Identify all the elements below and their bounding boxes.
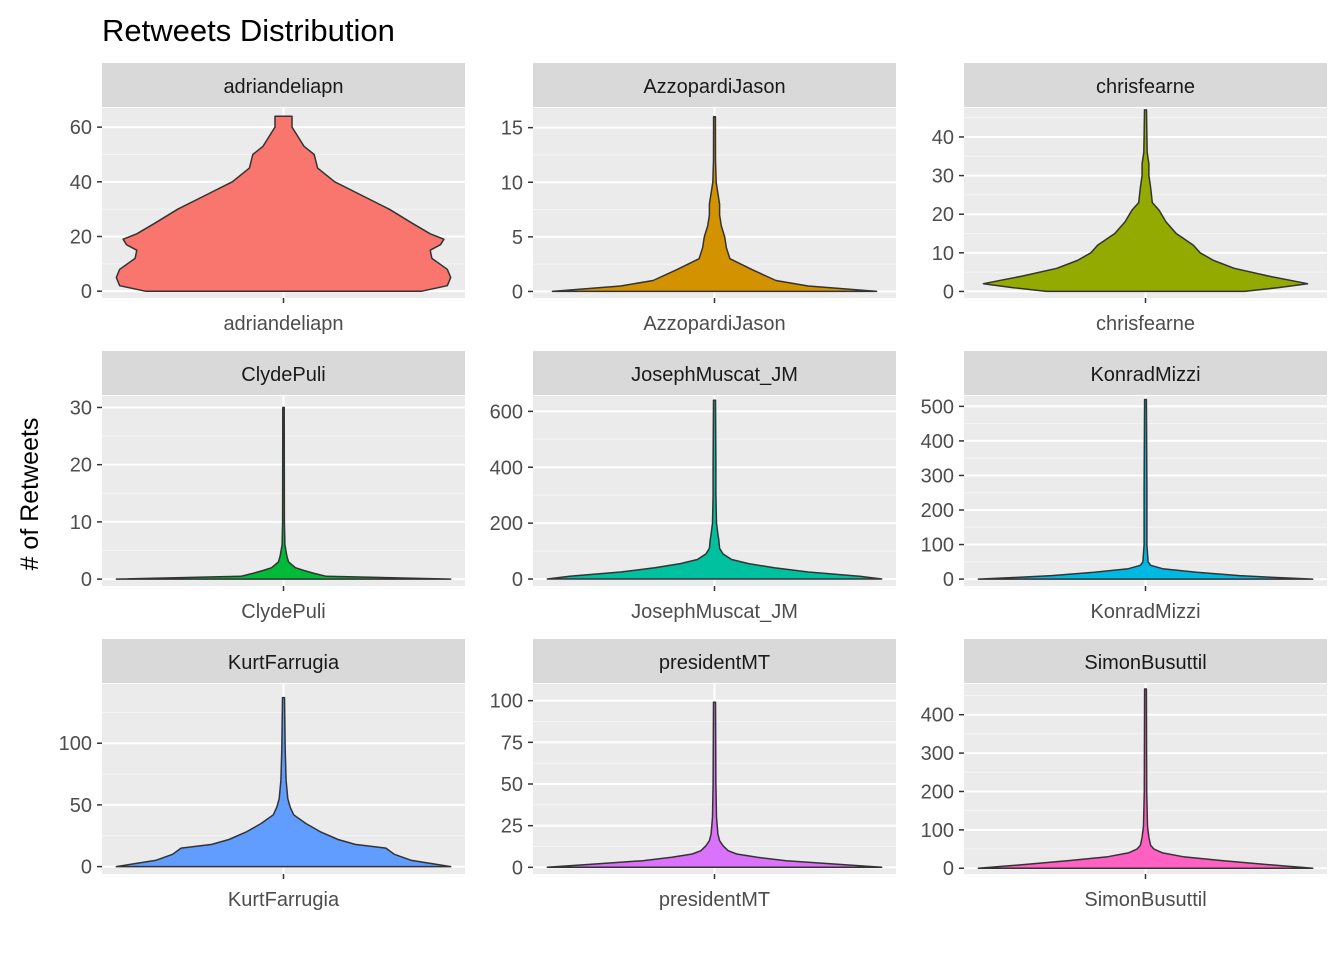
y-tick-label: 10 (501, 172, 523, 194)
x-tick-label: AzzopardiJason (643, 313, 785, 335)
y-tick-label: 600 (490, 401, 523, 423)
x-tick-label: KonradMizzi (1090, 601, 1200, 623)
y-tick-label: 300 (921, 465, 954, 487)
strip-label: chrisfearne (1096, 76, 1195, 98)
y-tick-label: 20 (932, 204, 954, 226)
strip-label: SimonBusuttil (1084, 652, 1206, 674)
strip-label: presidentMT (659, 652, 770, 674)
violin-presidentMT (546, 701, 883, 869)
y-tick-label: 100 (490, 691, 523, 713)
y-tick-label: 400 (921, 705, 954, 727)
x-tick-label: adriandeliapn (223, 313, 343, 335)
y-tick-label: 0 (81, 857, 92, 879)
facet-panel-presidentMT: presidentMT 0 25 50 75 100 presidentMT (490, 639, 896, 911)
y-tick-label: 30 (70, 397, 92, 419)
strip-label: ClydePuli (241, 364, 325, 386)
y-tick-label: 50 (501, 774, 523, 796)
strip-background (533, 639, 896, 683)
y-tick-label: 10 (70, 512, 92, 534)
y-tick-label: 0 (943, 858, 954, 880)
facet-panel-chrisfearne: chrisfearne 0 10 20 30 40 chrisfearne (932, 63, 1327, 335)
strip-background (533, 351, 896, 395)
y-tick-label: 100 (59, 733, 92, 755)
violin-KurtFarrugia (115, 696, 452, 868)
y-tick-label: 10 (932, 243, 954, 265)
y-tick-label: 20 (70, 455, 92, 477)
y-tick-label: 0 (512, 857, 523, 879)
y-tick-label: 0 (943, 569, 954, 591)
facet-panel-ClydePuli: ClydePuli 0 10 20 30 ClydePuli (70, 351, 465, 623)
facet-panel-SimonBusuttil: SimonBusuttil 0 100 200 300 400 SimonBusuttil (921, 639, 1327, 911)
y-tick-label: 20 (70, 226, 92, 248)
violin-SimonBusuttil (977, 688, 1314, 869)
y-tick-label: 30 (932, 166, 954, 188)
y-tick-label: 0 (512, 569, 523, 591)
strip-background (964, 351, 1327, 395)
violin-chrisfearne (982, 109, 1309, 293)
facet-panel-AzzopardiJason: AzzopardiJason 0 5 10 15 AzzopardiJason (501, 63, 896, 335)
strip-label: KurtFarrugia (228, 652, 340, 674)
facet-panel-JosephMuscat_JM: JosephMuscat_JM 0 200 400 600 JosephMuscat_JM (490, 351, 896, 623)
y-tick-label: 400 (921, 431, 954, 453)
x-tick-label: SimonBusuttil (1084, 889, 1206, 911)
x-tick-label: ClydePuli (241, 601, 325, 623)
y-tick-label: 40 (70, 172, 92, 194)
facet-panel-adriandeliapn: adriandeliapn 0 20 40 60 adriandeliapn (70, 63, 465, 335)
y-tick-label: 200 (490, 513, 523, 535)
strip-background (102, 63, 465, 107)
y-tick-label: 0 (512, 281, 523, 303)
chart-title: Retweets Distribution (102, 13, 395, 48)
violin-ClydePuli (115, 406, 452, 580)
strip-label: KonradMizzi (1090, 364, 1200, 386)
y-tick-label: 100 (921, 820, 954, 842)
strip-background (964, 639, 1327, 683)
y-tick-label: 200 (921, 781, 954, 803)
y-tick-label: 75 (501, 732, 523, 754)
y-tick-label: 200 (921, 500, 954, 522)
y-tick-label: 40 (932, 127, 954, 149)
facet-panels: adriandeliapn 0 20 40 60 adriandeliapn Azzopar… (59, 63, 1327, 911)
facet-panel-KurtFarrugia: KurtFarrugia 0 50 100 KurtFarrugia (59, 639, 465, 911)
y-tick-label: 60 (70, 117, 92, 139)
y-tick-label: 25 (501, 816, 523, 838)
y-tick-label: 300 (921, 743, 954, 765)
y-tick-label: 5 (512, 227, 523, 249)
x-tick-label: KurtFarrugia (228, 889, 340, 911)
x-tick-label: presidentMT (659, 889, 770, 911)
violin-adriandeliapn (115, 115, 452, 292)
strip-background (102, 639, 465, 683)
strip-background (964, 63, 1327, 107)
y-tick-label: 0 (943, 281, 954, 303)
strip-background (102, 351, 465, 395)
x-tick-label: JosephMuscat_JM (631, 601, 798, 623)
strip-label: AzzopardiJason (643, 76, 785, 98)
strip-label: adriandeliapn (223, 76, 343, 98)
violin-JosephMuscat_JM (546, 399, 883, 580)
strip-label: JosephMuscat_JM (631, 364, 798, 386)
facet-panel-KonradMizzi: KonradMizzi 0 100 200 300 400 500 KonradMizzi (921, 351, 1327, 623)
y-tick-label: 50 (70, 795, 92, 817)
y-tick-label: 100 (921, 535, 954, 557)
y-tick-label: 15 (501, 118, 523, 140)
y-tick-label: 400 (490, 457, 523, 479)
violin-AzzopardiJason (551, 115, 878, 293)
y-tick-label: 0 (81, 281, 92, 303)
x-tick-label: chrisfearne (1096, 313, 1195, 335)
y-tick-label: 500 (921, 396, 954, 418)
strip-background (533, 63, 896, 107)
violin-KonradMizzi (977, 398, 1314, 580)
y-axis-label: # of Retweets (16, 418, 44, 571)
y-tick-label: 0 (81, 569, 92, 591)
